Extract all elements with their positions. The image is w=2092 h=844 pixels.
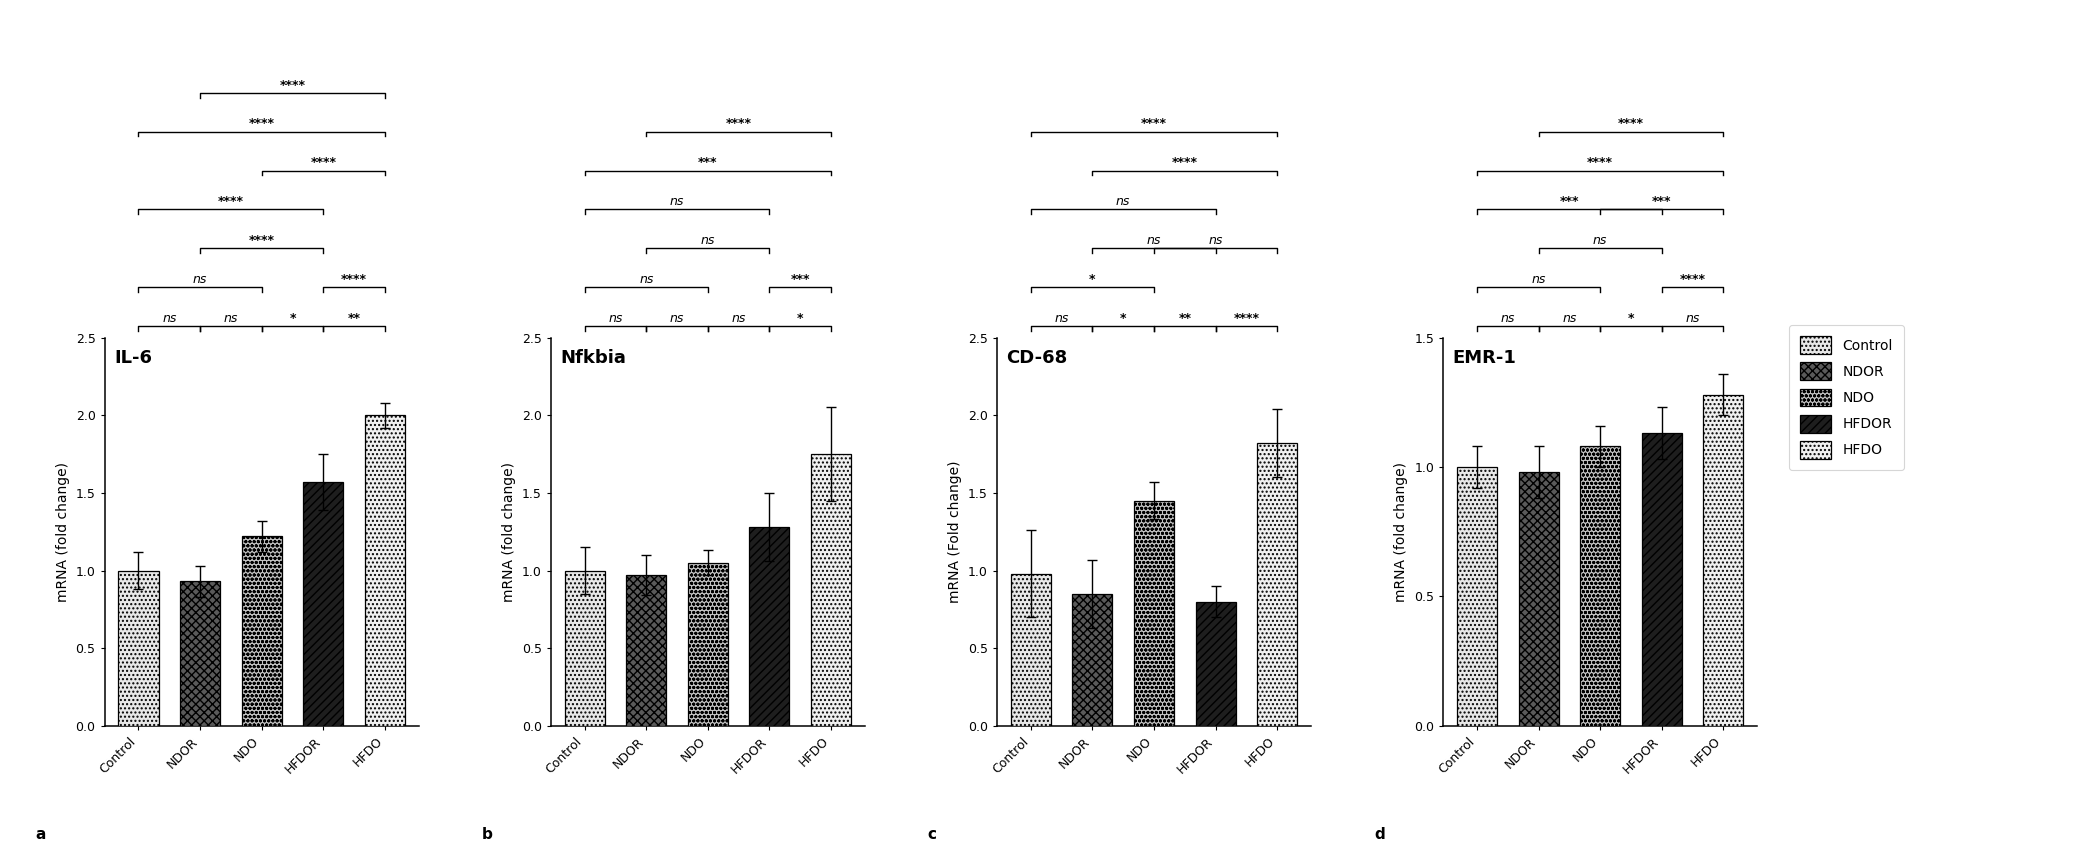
Text: **: ** xyxy=(1178,311,1190,325)
Bar xyxy=(303,482,343,726)
Bar xyxy=(119,571,159,726)
Text: ****: **** xyxy=(1588,156,1613,170)
Text: ****: **** xyxy=(1172,156,1199,170)
Text: ****: **** xyxy=(1680,273,1705,286)
Y-axis label: mRNA (fold change): mRNA (fold change) xyxy=(56,462,69,602)
Text: ns: ns xyxy=(1531,273,1546,286)
Text: ***: *** xyxy=(699,156,718,170)
Bar xyxy=(1134,500,1174,726)
Y-axis label: mRNA (fold change): mRNA (fold change) xyxy=(1395,462,1408,602)
Text: ns: ns xyxy=(192,273,207,286)
Text: *: * xyxy=(289,311,295,325)
Bar xyxy=(626,576,665,726)
Text: ns: ns xyxy=(161,311,176,325)
Text: IL-6: IL-6 xyxy=(115,349,153,367)
Text: ****: **** xyxy=(280,78,305,92)
Bar xyxy=(1257,443,1297,726)
Text: b: b xyxy=(481,827,492,842)
Text: **: ** xyxy=(347,311,360,325)
Bar xyxy=(1073,594,1113,726)
Text: ****: **** xyxy=(249,234,274,247)
Bar xyxy=(364,415,406,726)
Text: ***: *** xyxy=(791,273,810,286)
Bar xyxy=(1519,472,1559,726)
Y-axis label: mRNA (Fold change): mRNA (Fold change) xyxy=(948,461,962,603)
Bar xyxy=(180,582,220,726)
Text: ns: ns xyxy=(609,311,623,325)
Bar xyxy=(565,571,605,726)
Text: a: a xyxy=(36,827,46,842)
Text: *: * xyxy=(1090,273,1096,286)
Text: ns: ns xyxy=(1592,234,1607,247)
Text: *: * xyxy=(1628,311,1634,325)
Text: ns: ns xyxy=(1500,311,1515,325)
Text: ns: ns xyxy=(1209,234,1224,247)
Text: CD-68: CD-68 xyxy=(1006,349,1067,367)
Text: ns: ns xyxy=(669,195,684,208)
Text: ***: *** xyxy=(1561,195,1579,208)
Text: ns: ns xyxy=(669,311,684,325)
Text: Nfkbia: Nfkbia xyxy=(561,349,626,367)
Bar xyxy=(1010,574,1050,726)
Bar xyxy=(1197,602,1236,726)
Bar xyxy=(1703,394,1743,726)
Y-axis label: mRNA (fold change): mRNA (fold change) xyxy=(502,462,517,602)
Text: ns: ns xyxy=(1054,311,1069,325)
Text: ****: **** xyxy=(218,195,245,208)
Bar xyxy=(688,563,728,726)
Text: ****: **** xyxy=(249,117,274,131)
Bar xyxy=(812,454,851,726)
Bar xyxy=(1642,433,1682,726)
Text: ns: ns xyxy=(732,311,747,325)
Text: ****: **** xyxy=(1140,117,1167,131)
Text: ***: *** xyxy=(1653,195,1672,208)
Text: ****: **** xyxy=(726,117,751,131)
Text: EMR-1: EMR-1 xyxy=(1452,349,1517,367)
Text: ****: **** xyxy=(310,156,337,170)
Bar xyxy=(749,527,789,726)
Text: ****: **** xyxy=(1617,117,1644,131)
Bar xyxy=(1579,446,1619,726)
Text: ns: ns xyxy=(1563,311,1577,325)
Text: ns: ns xyxy=(1686,311,1701,325)
Text: ns: ns xyxy=(1146,234,1161,247)
Text: ns: ns xyxy=(1115,195,1130,208)
Text: ****: **** xyxy=(1234,311,1259,325)
Bar xyxy=(1456,467,1498,726)
Text: ns: ns xyxy=(638,273,653,286)
Text: d: d xyxy=(1374,827,1385,842)
Legend: Control, NDOR, NDO, HFDOR, HFDO: Control, NDOR, NDO, HFDOR, HFDO xyxy=(1789,325,1904,470)
Text: *: * xyxy=(1119,311,1125,325)
Text: ns: ns xyxy=(224,311,238,325)
Text: ****: **** xyxy=(341,273,366,286)
Text: ns: ns xyxy=(701,234,715,247)
Bar xyxy=(243,537,282,726)
Text: *: * xyxy=(797,311,803,325)
Text: c: c xyxy=(927,827,937,842)
